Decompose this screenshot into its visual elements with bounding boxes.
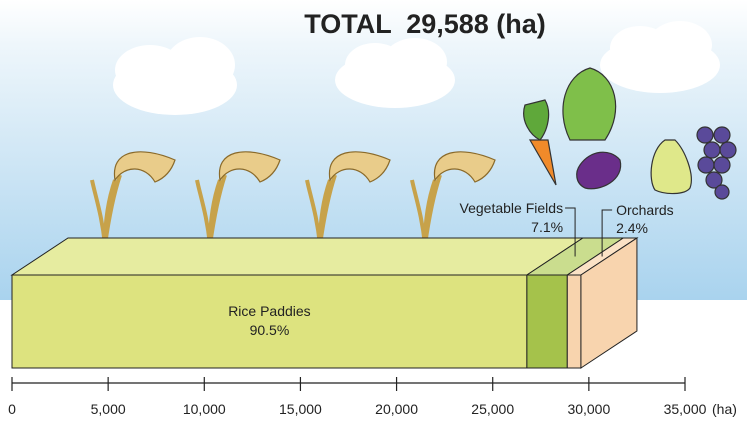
x-tick-label: 20,000 — [375, 401, 418, 417]
x-tick-label: 10,000 — [183, 401, 226, 417]
bar-segment — [567, 275, 581, 368]
series-label: Vegetable Fields — [460, 200, 564, 216]
chart: TOTAL 29,588 (ha) 0 5,000 10,000 15,000 20,0… — [0, 0, 747, 418]
x-tick-label: 0 — [8, 401, 16, 417]
bar-top — [12, 238, 583, 275]
x-tick-label: 5,000 — [91, 401, 126, 417]
chart-title: TOTAL 29,588 (ha) — [304, 9, 546, 39]
share-label: 7.1% — [531, 219, 563, 235]
series-label: Rice Paddies — [228, 303, 311, 319]
x-tick-label: 30,000 — [567, 401, 610, 417]
share-label: 2.4% — [616, 220, 648, 236]
x-unit-label: (ha) — [712, 401, 737, 417]
x-tick-label: 35,000 — [664, 401, 707, 417]
x-tick-label: 25,000 — [471, 401, 514, 417]
share-label: 90.5% — [250, 322, 290, 338]
x-tick-label: 15,000 — [279, 401, 322, 417]
series-label: Orchards — [616, 202, 674, 218]
bar-segment — [527, 275, 567, 368]
